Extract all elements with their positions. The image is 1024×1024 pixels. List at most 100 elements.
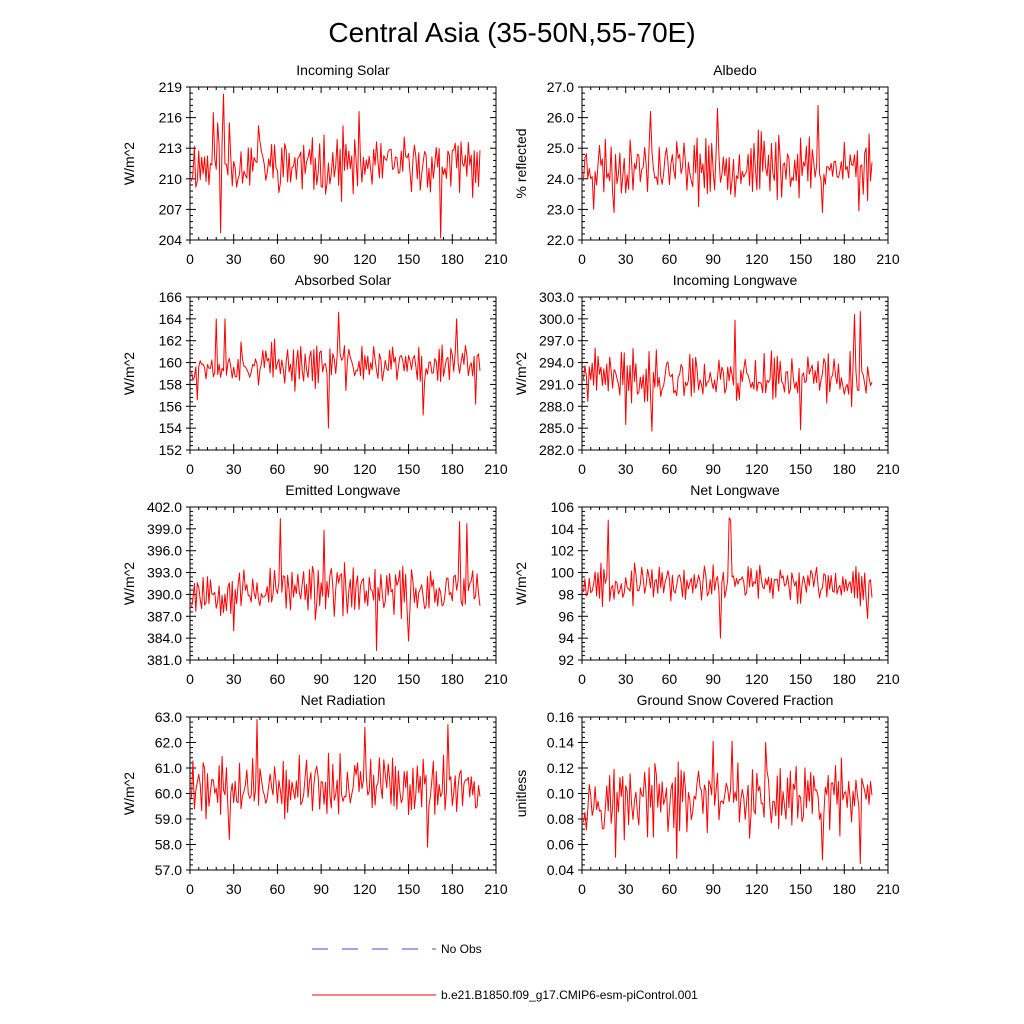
series-line [190,518,481,652]
y-tick-label: 22.0 [547,232,574,248]
panel-title: Absorbed Solar [295,272,392,288]
y-tick-label: 162 [159,333,183,349]
y-tick-label: 24.0 [547,171,574,187]
y-tick-label: 27.0 [547,79,574,95]
y-tick-label: 166 [159,289,183,305]
series-line [190,311,481,429]
y-tick-label: 158 [159,376,183,392]
x-tick-label: 120 [353,251,377,267]
y-tick-label: 104 [551,521,575,537]
series-line [582,740,873,865]
x-tick-label: 30 [618,461,634,477]
y-tick-label: 0.04 [547,862,574,878]
x-tick-label: 0 [578,251,586,267]
x-tick-label: 150 [789,881,813,897]
y-tick-label: 402.0 [147,499,182,515]
x-tick-label: 60 [662,881,678,897]
x-tick-label: 30 [618,881,634,897]
y-tick-label: 106 [551,499,575,515]
y-tick-label: 98 [558,586,574,602]
y-tick-label: 61.0 [155,760,182,776]
y-tick-label: 57.0 [155,862,182,878]
figure-title: Central Asia (35-50N,55-70E) [328,17,695,48]
y-axis-label: W/m^2 [513,352,529,395]
y-tick-label: 381.0 [147,652,182,668]
y-tick-label: 23.0 [547,201,574,217]
x-tick-label: 90 [313,671,329,687]
panel-title: Albedo [713,62,757,78]
panel-title: Net Radiation [301,692,386,708]
x-tick-label: 180 [441,671,465,687]
x-tick-label: 210 [484,881,508,897]
y-tick-label: 294.0 [539,355,574,371]
y-tick-label: 63.0 [155,709,182,725]
x-tick-label: 60 [270,461,286,477]
y-tick-label: 393.0 [147,565,182,581]
x-tick-label: 0 [186,461,194,477]
x-tick-label: 60 [662,461,678,477]
y-tick-label: 62.0 [155,735,182,751]
x-tick-label: 30 [226,461,242,477]
y-tick-label: 297.0 [539,333,574,349]
y-tick-label: 384.0 [147,630,182,646]
x-tick-label: 210 [484,251,508,267]
x-tick-label: 90 [705,671,721,687]
series-line [190,93,481,239]
y-tick-label: 156 [159,398,183,414]
x-tick-label: 30 [226,251,242,267]
panel-title: Incoming Longwave [673,272,798,288]
x-tick-label: 210 [876,251,900,267]
series-line [190,719,481,848]
x-tick-label: 150 [789,461,813,477]
y-tick-label: 92 [558,652,574,668]
x-tick-label: 210 [876,881,900,897]
y-tick-label: 58.0 [155,837,182,853]
x-tick-label: 0 [578,881,586,897]
x-tick-label: 180 [833,461,857,477]
panel-title: Emitted Longwave [285,482,400,498]
panel-title: Net Longwave [690,482,780,498]
y-tick-label: 102 [551,543,575,559]
y-tick-label: 0.14 [547,735,574,751]
x-tick-label: 210 [876,461,900,477]
x-tick-label: 120 [353,461,377,477]
x-tick-label: 120 [745,881,769,897]
x-tick-label: 0 [186,671,194,687]
x-tick-label: 90 [313,461,329,477]
x-tick-label: 60 [270,251,286,267]
x-tick-label: 90 [705,461,721,477]
panel-frame [581,86,889,241]
x-tick-label: 60 [270,881,286,897]
panel-2: Absorbed Solar 152 154 156 158 160 162 164 166 0 3… [121,272,508,477]
x-tick-label: 180 [833,671,857,687]
y-tick-label: 390.0 [147,586,182,602]
legend-label-no-obs: No Obs [441,942,482,956]
panel-frame [581,506,889,661]
series-line [582,311,873,432]
panel-6: Net Radiation 57.0 58.0 59.0 60.0 61.0 62.0 63.… [121,692,508,897]
panel-frame [189,296,497,451]
y-axis-label: W/m^2 [121,562,137,605]
x-tick-label: 180 [441,881,465,897]
y-axis-label: W/m^2 [121,142,137,185]
x-tick-label: 60 [662,251,678,267]
y-tick-label: 94 [558,630,574,646]
x-tick-label: 150 [789,251,813,267]
x-tick-label: 30 [226,671,242,687]
y-axis-label: W/m^2 [121,352,137,395]
y-tick-label: 396.0 [147,543,182,559]
y-tick-label: 285.0 [539,420,574,436]
y-tick-label: 25.0 [547,140,574,156]
y-tick-label: 291.0 [539,376,574,392]
series-line [582,517,873,639]
panel-4: Emitted Longwave 381.0 384.0 387.0 390.0 393.… [121,482,508,687]
x-tick-label: 180 [833,251,857,267]
y-tick-label: 0.12 [547,760,574,776]
y-axis-label: unitless [513,770,529,817]
y-tick-label: 26.0 [547,110,574,126]
x-tick-label: 150 [397,251,421,267]
x-tick-label: 120 [745,461,769,477]
y-tick-label: 300.0 [539,311,574,327]
x-tick-label: 120 [353,881,377,897]
x-tick-label: 210 [876,671,900,687]
